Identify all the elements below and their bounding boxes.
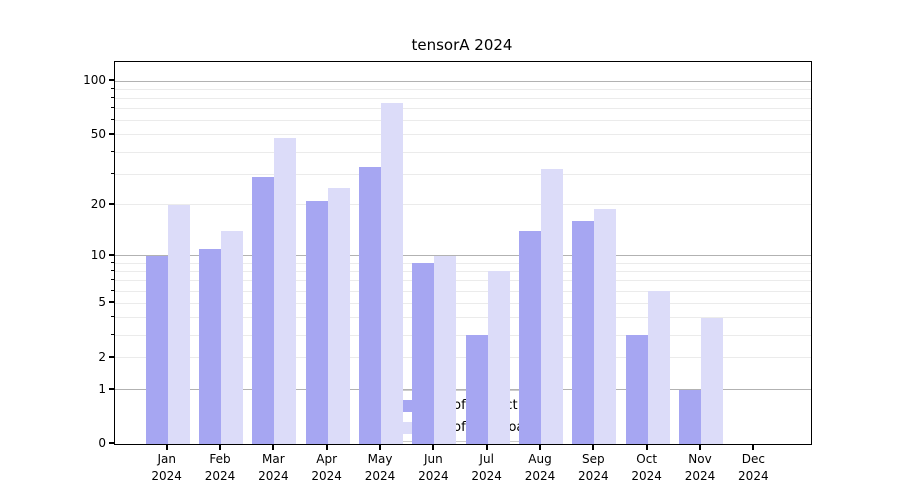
bar-downloads [701,317,723,444]
y-axis-minor-tick [111,203,114,205]
bar-distinct-ips [465,335,488,444]
bar-downloads [594,208,617,444]
bar-downloads [434,255,457,444]
bar-distinct-ips [412,263,435,444]
y-axis-minor-tick [111,133,114,135]
x-axis-tick [645,444,648,450]
bar-distinct-ips [145,255,168,444]
gridline-minor [115,108,811,110]
y-axis-tick-label: 2 [98,349,106,364]
gridline-minor [115,120,811,122]
y-axis-tick [109,387,114,390]
y-axis-minor-tick [111,97,114,99]
gridline-major [115,389,811,391]
y-axis-tick-label: 10 [90,247,106,262]
x-axis-tick [752,444,755,450]
y-axis-tick [109,253,114,256]
gridline-minor [115,316,811,318]
x-axis-tick-label: Sep 2024 [578,452,609,483]
bar-downloads [541,169,563,444]
x-axis-tick [219,444,222,450]
x-axis-tick-label: Apr 2024 [311,452,342,483]
bar-downloads [274,138,297,444]
y-axis-minor-tick [111,172,114,174]
y-axis-minor-tick [111,315,114,317]
y-axis-minor-tick [111,279,114,281]
y-axis-tick-label: 50 [90,126,106,141]
x-axis-tick [165,444,168,450]
bar-downloads [221,231,244,444]
gridline-minor [115,262,811,264]
gridline-major [115,255,811,257]
x-axis-tick [485,444,488,450]
x-axis-tick [699,444,701,450]
bar-downloads [381,102,404,444]
x-axis-tick [272,444,275,450]
y-axis-minor-tick [111,150,114,152]
gridline-minor [115,173,811,175]
gridline-major [115,80,811,82]
y-axis-minor-tick [111,119,114,121]
x-axis-tick-label: Aug 2024 [524,452,556,483]
bar-distinct-ips [572,221,595,444]
bar-distinct-ips [519,231,541,444]
y-axis-tick-label: 1 [98,381,106,396]
bar-downloads [647,291,670,444]
x-axis-tick-label: Jun 2024 [418,452,449,483]
chart-title: tensorA 2024 [411,36,513,54]
legend-item-distinct-ips: Nb of distinct IPs [389,398,540,413]
legend: Nb of distinct IPs Nb of downloads [379,390,541,442]
x-axis-tick [539,444,541,450]
gridline-minor [115,98,811,100]
bar-distinct-ips [679,389,701,444]
y-axis-minor-tick [111,356,114,358]
x-axis-tick-label: Dec 2024 [738,452,769,483]
x-axis-tick-label: Jan 2024 [151,452,182,483]
y-axis-minor-tick [111,87,114,89]
bar-downloads [167,204,190,444]
y-axis-tick [109,442,114,444]
y-axis-tick-label: 5 [98,295,106,310]
y-axis-minor-tick [111,289,114,291]
gridline-minor [115,357,811,359]
y-axis-minor-tick [111,261,114,263]
bar-downloads [487,271,510,444]
gridline-minor [115,134,811,136]
legend-item-downloads: Nb of downloads [389,420,539,435]
x-axis-tick [379,444,382,450]
bar-distinct-ips [199,248,222,444]
x-axis-tick [432,444,435,450]
y-axis-minor-tick [111,301,114,303]
bar-distinct-ips [252,176,275,444]
y-axis-minor-tick [111,269,114,271]
x-axis-tick-label: Jul 2024 [471,452,502,483]
x-axis-tick-label: Oct 2024 [631,452,662,483]
bar-downloads [327,187,350,444]
gridline-minor [115,302,811,304]
bar-distinct-ips [625,335,648,444]
bar-distinct-ips [359,166,382,444]
gridline-minor [115,270,811,272]
y-axis-tick [109,79,114,82]
gridline-minor [115,280,811,282]
x-axis-tick-label: Feb 2024 [204,452,236,483]
gridline-minor [115,151,811,153]
y-axis-tick-label: 0 [98,436,106,450]
y-axis-minor-tick [111,107,114,109]
y-axis-tick-label: 20 [90,196,106,211]
y-axis-tick-label: 100 [83,73,106,88]
gridline-minor [115,204,811,206]
y-axis-minor-tick [111,333,114,335]
gridline-minor [115,290,811,292]
x-axis-tick [592,444,595,450]
x-axis-tick-label: Nov 2024 [684,452,716,483]
x-axis-tick-label: Mar 2024 [258,452,289,483]
gridline-minor [115,334,811,336]
plot-area: Nb of distinct IPs Nb of downloads [114,61,812,445]
x-axis-tick-label: May 2024 [364,452,396,483]
x-axis-tick [325,444,328,450]
bar-distinct-ips [305,201,328,444]
gridline-minor [115,88,811,90]
